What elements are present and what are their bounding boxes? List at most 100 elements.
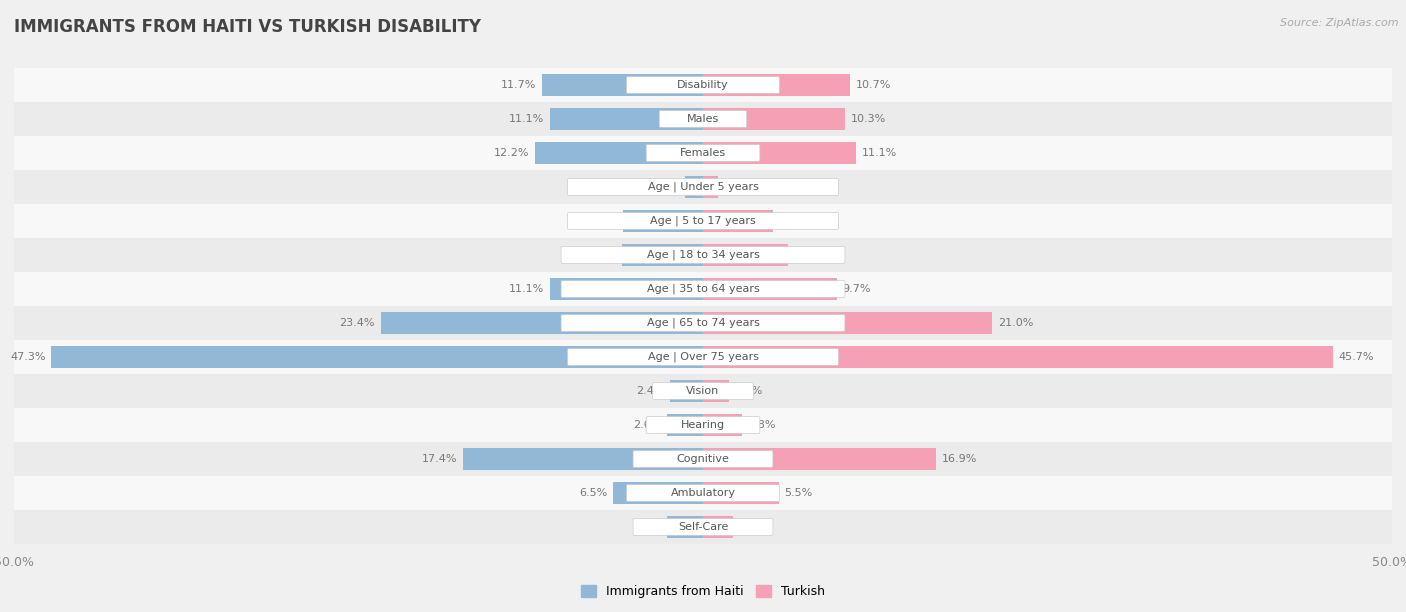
Text: Vision: Vision	[686, 386, 720, 396]
Text: IMMIGRANTS FROM HAITI VS TURKISH DISABILITY: IMMIGRANTS FROM HAITI VS TURKISH DISABIL…	[14, 18, 481, 36]
FancyBboxPatch shape	[627, 76, 779, 93]
Bar	[703, 517, 734, 537]
FancyBboxPatch shape	[561, 315, 845, 331]
Text: 21.0%: 21.0%	[998, 318, 1033, 328]
Bar	[14, 340, 1392, 374]
FancyBboxPatch shape	[561, 247, 845, 263]
Text: 1.1%: 1.1%	[724, 182, 752, 192]
Bar	[703, 313, 993, 334]
Text: 2.4%: 2.4%	[636, 386, 665, 396]
Text: 17.4%: 17.4%	[422, 454, 458, 464]
Bar	[534, 143, 703, 163]
Text: 2.8%: 2.8%	[747, 420, 776, 430]
Text: 2.2%: 2.2%	[738, 522, 768, 532]
Bar	[14, 442, 1392, 476]
Bar	[14, 476, 1392, 510]
Text: Males: Males	[688, 114, 718, 124]
FancyBboxPatch shape	[568, 212, 838, 230]
Text: Disability: Disability	[678, 80, 728, 90]
Bar	[14, 68, 1392, 102]
Text: 5.1%: 5.1%	[779, 216, 807, 226]
Text: Ambulatory: Ambulatory	[671, 488, 735, 498]
Bar	[703, 176, 718, 198]
Bar	[381, 313, 703, 334]
Text: Age | Over 75 years: Age | Over 75 years	[648, 352, 758, 362]
FancyBboxPatch shape	[652, 382, 754, 399]
Text: 2.6%: 2.6%	[633, 420, 662, 430]
FancyBboxPatch shape	[633, 450, 773, 468]
Text: Age | 18 to 34 years: Age | 18 to 34 years	[647, 250, 759, 260]
FancyBboxPatch shape	[647, 144, 759, 162]
Bar	[14, 170, 1392, 204]
FancyBboxPatch shape	[647, 417, 759, 433]
Text: 5.5%: 5.5%	[785, 488, 813, 498]
Text: 6.2%: 6.2%	[794, 250, 823, 260]
Legend: Immigrants from Haiti, Turkish: Immigrants from Haiti, Turkish	[576, 580, 830, 603]
Bar	[703, 414, 741, 436]
Bar	[623, 211, 703, 231]
Bar	[703, 381, 730, 401]
Text: Cognitive: Cognitive	[676, 454, 730, 464]
Bar	[703, 143, 856, 163]
Bar	[703, 244, 789, 266]
Bar	[550, 278, 703, 299]
Bar	[14, 272, 1392, 306]
Text: 2.6%: 2.6%	[633, 522, 662, 532]
Text: 16.9%: 16.9%	[942, 454, 977, 464]
FancyBboxPatch shape	[568, 349, 838, 365]
Text: 47.3%: 47.3%	[10, 352, 46, 362]
Bar	[14, 238, 1392, 272]
Bar	[14, 102, 1392, 136]
Text: 11.1%: 11.1%	[509, 114, 544, 124]
Bar	[703, 482, 779, 504]
Text: 11.1%: 11.1%	[862, 148, 897, 158]
Text: 10.3%: 10.3%	[851, 114, 886, 124]
Text: Age | 35 to 64 years: Age | 35 to 64 years	[647, 284, 759, 294]
FancyBboxPatch shape	[633, 519, 773, 536]
Bar	[541, 75, 703, 95]
Text: Self-Care: Self-Care	[678, 522, 728, 532]
Bar	[463, 449, 703, 469]
Text: Hearing: Hearing	[681, 420, 725, 430]
Text: Age | 65 to 74 years: Age | 65 to 74 years	[647, 318, 759, 328]
Bar	[14, 510, 1392, 544]
Bar	[14, 204, 1392, 238]
Bar	[669, 381, 703, 401]
Text: Age | Under 5 years: Age | Under 5 years	[648, 182, 758, 192]
FancyBboxPatch shape	[561, 281, 845, 297]
Text: 5.8%: 5.8%	[589, 216, 617, 226]
Text: 45.7%: 45.7%	[1339, 352, 1374, 362]
Bar	[613, 482, 703, 504]
Text: 10.7%: 10.7%	[856, 80, 891, 90]
Bar	[703, 449, 936, 469]
Text: 1.3%: 1.3%	[651, 182, 679, 192]
Text: 11.7%: 11.7%	[501, 80, 536, 90]
Bar	[685, 176, 703, 198]
Bar	[14, 408, 1392, 442]
Text: 9.7%: 9.7%	[842, 284, 870, 294]
Bar	[703, 346, 1333, 368]
Bar	[668, 414, 703, 436]
FancyBboxPatch shape	[568, 179, 838, 195]
Bar	[703, 278, 837, 299]
FancyBboxPatch shape	[659, 111, 747, 127]
Bar	[14, 374, 1392, 408]
Bar	[703, 75, 851, 95]
Bar	[703, 108, 845, 130]
Text: 12.2%: 12.2%	[494, 148, 530, 158]
Bar	[51, 346, 703, 368]
Text: 23.4%: 23.4%	[340, 318, 375, 328]
Text: 11.1%: 11.1%	[509, 284, 544, 294]
Bar	[550, 108, 703, 130]
Bar	[668, 517, 703, 537]
Text: Females: Females	[681, 148, 725, 158]
Bar	[14, 306, 1392, 340]
Text: 5.9%: 5.9%	[588, 250, 616, 260]
Text: 1.9%: 1.9%	[735, 386, 763, 396]
Bar	[14, 136, 1392, 170]
Text: 6.5%: 6.5%	[579, 488, 607, 498]
Bar	[703, 211, 773, 231]
FancyBboxPatch shape	[627, 485, 779, 501]
Text: Source: ZipAtlas.com: Source: ZipAtlas.com	[1281, 18, 1399, 28]
Bar	[621, 244, 703, 266]
